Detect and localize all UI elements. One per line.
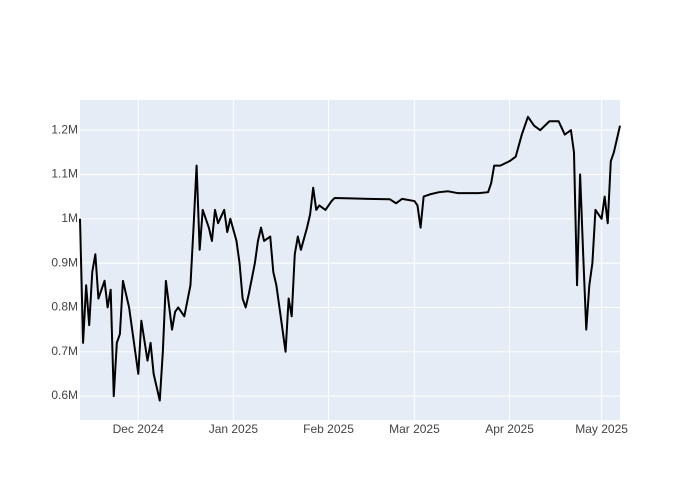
plot-area (80, 100, 620, 420)
x-tick-label: Dec 2024 (113, 422, 165, 436)
y-tick-label: 1.2M (51, 122, 78, 136)
y-tick-label: 1M (61, 211, 78, 225)
y-tick-label: 1.1M (51, 167, 78, 181)
x-tick-label: May 2025 (575, 422, 628, 436)
x-tick-label: Apr 2025 (485, 422, 534, 436)
y-tick-label: 0.6M (51, 388, 78, 402)
x-tick-label: Jan 2025 (209, 422, 259, 436)
y-tick-label: 0.9M (51, 255, 78, 269)
x-tick-label: Mar 2025 (389, 422, 440, 436)
data-line (79, 115, 621, 402)
y-tick-label: 0.8M (51, 300, 78, 314)
y-tick-label: 0.7M (51, 344, 78, 358)
x-tick-label: Feb 2025 (303, 422, 354, 436)
